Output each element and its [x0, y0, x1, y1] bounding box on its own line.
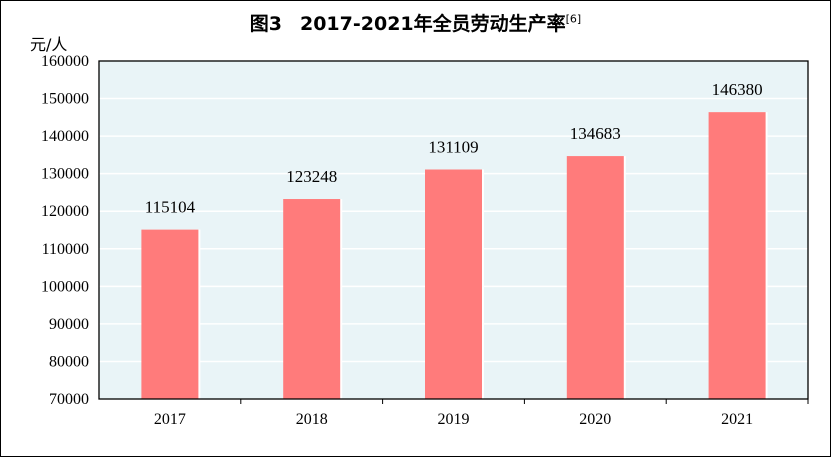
bar	[141, 229, 199, 399]
chart-title-note: [6]	[565, 12, 582, 26]
y-tick-label: 70000	[49, 391, 89, 408]
x-tick-label: 2021	[721, 411, 753, 428]
x-tick-label: 2017	[154, 411, 186, 428]
y-axis-unit-label: 元/人	[30, 35, 68, 54]
data-label: 115104	[145, 198, 196, 217]
y-tick-label: 150000	[41, 91, 89, 108]
x-tick-label: 2018	[296, 411, 328, 428]
data-label: 123248	[286, 167, 337, 186]
y-tick-label: 100000	[41, 278, 89, 295]
data-label: 146380	[712, 80, 763, 99]
y-tick-label: 140000	[41, 128, 89, 145]
bar	[708, 112, 766, 399]
y-tick-label: 80000	[49, 353, 89, 370]
chart-title-main: 2017-2021年全员劳动生产率	[299, 13, 566, 35]
x-tick-label: 2019	[438, 411, 470, 428]
x-tick-label: 2020	[579, 411, 611, 428]
y-tick-label: 90000	[49, 316, 89, 333]
bar	[566, 156, 624, 399]
bar	[283, 199, 341, 399]
chart-title-prefix: 图3	[249, 13, 282, 35]
chart-title: 图3 2017-2021年全员劳动生产率[6]	[1, 9, 830, 36]
bar	[425, 169, 482, 399]
y-tick-label: 120000	[41, 203, 89, 220]
data-label: 134683	[570, 124, 621, 143]
y-tick-label: 160000	[41, 53, 89, 70]
y-tick-label: 130000	[41, 166, 89, 183]
data-label: 131109	[428, 138, 478, 157]
plot-border	[98, 60, 809, 400]
y-tick-label: 110000	[42, 241, 89, 258]
